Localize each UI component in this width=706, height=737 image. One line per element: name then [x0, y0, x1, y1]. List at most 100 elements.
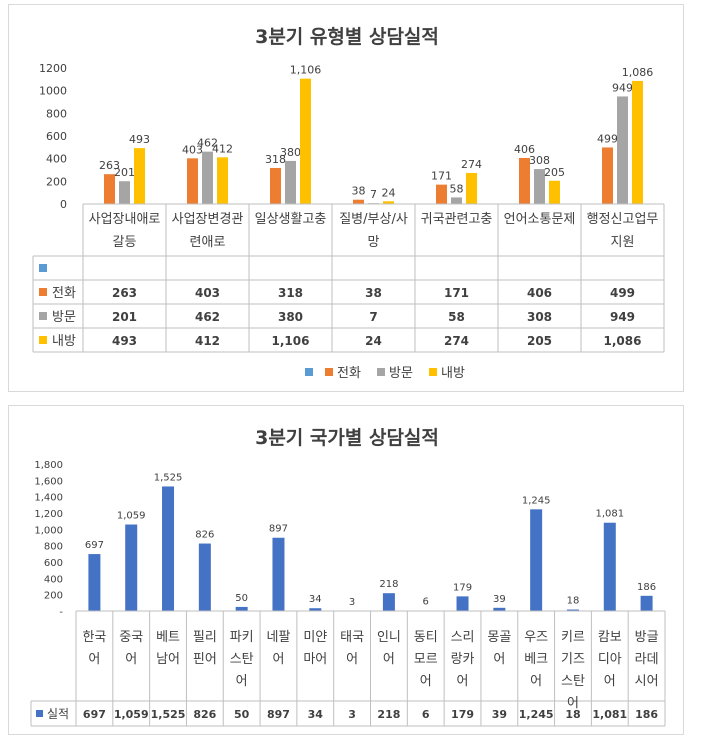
data-label: 18	[567, 596, 580, 607]
category-label: 모르	[414, 652, 438, 667]
category-label: 질병/부상/사	[339, 212, 408, 227]
bar-실적	[235, 606, 248, 611]
category-label: 태국	[340, 630, 364, 645]
bar-실적	[272, 537, 285, 611]
y-tick-label: 1,800	[34, 460, 63, 471]
category-label: 기즈	[561, 652, 585, 667]
data-label: 826	[195, 530, 214, 541]
table-cell: 897	[267, 708, 290, 721]
table-cell: 6	[422, 708, 430, 721]
category-label: 련애로	[190, 235, 226, 250]
table-cell: 493	[112, 334, 137, 348]
legend-label: 방문	[389, 366, 413, 381]
category-label: 캄보	[598, 630, 622, 645]
category-label: 몽골	[487, 630, 511, 645]
category-label: 중국	[119, 630, 143, 645]
table-cell: 201	[112, 310, 137, 324]
table-cell: 403	[195, 286, 220, 300]
data-label: 949	[612, 81, 633, 94]
data-label: 263	[99, 159, 120, 172]
y-tick-label: 600	[46, 130, 67, 143]
category-label: 언어소통문제	[504, 212, 576, 227]
bar-실적	[640, 595, 653, 611]
category-label: 베크	[524, 652, 548, 667]
category-label: 스탄	[561, 674, 585, 689]
chart-by-type: 3분기 유형별 상담실적0200400600800100012002632014…	[32, 26, 665, 381]
chart-panel-by-type: 3분기 유형별 상담실적 0 200 400 600 800 1000 1200 263 201 4…	[8, 4, 684, 392]
category-label: 행정신고업무	[587, 211, 659, 227]
bar-내방	[549, 180, 560, 204]
category-label: 키르	[561, 630, 585, 645]
data-label: 24	[382, 186, 396, 199]
table-cell: 949	[610, 310, 635, 324]
data-label: 50	[235, 593, 248, 604]
bar-실적	[456, 596, 469, 611]
bar-내방	[134, 148, 145, 204]
category-label: 어	[272, 652, 284, 667]
table-cell: 412	[195, 334, 220, 348]
table-cell: 318	[278, 286, 303, 300]
category-label: 방글	[635, 630, 659, 645]
category-label: 지원	[611, 235, 635, 250]
y-tick-label: 1,600	[34, 476, 63, 487]
table-cell: 39	[492, 708, 507, 721]
category-label: 어	[125, 652, 137, 667]
category-label: 어	[493, 652, 505, 667]
y-tick-label: 400	[46, 153, 67, 166]
table-cell: 1,081	[592, 708, 627, 721]
data-label: 897	[269, 524, 288, 535]
category-label: 어	[346, 652, 358, 667]
data-label: 1,245	[522, 495, 551, 506]
bar-전화	[602, 147, 613, 204]
bar-실적	[493, 607, 506, 611]
category-label: 스리	[451, 630, 475, 645]
table-cell: 1,525	[151, 708, 186, 721]
data-label: 186	[637, 582, 656, 593]
category-label: 어	[457, 674, 469, 689]
bar-전화	[104, 174, 115, 204]
bar-내방	[383, 201, 394, 204]
legend-swatch	[429, 368, 437, 376]
y-tick-label: 0	[60, 198, 67, 211]
bar-전화	[353, 199, 364, 204]
data-label: 1,059	[117, 511, 146, 522]
bar-전화	[270, 167, 281, 204]
data-label: 39	[493, 594, 506, 605]
table-cell: 7	[369, 310, 377, 324]
table-cell: 263	[112, 286, 137, 300]
y-tick-label: 800	[46, 107, 67, 120]
y-tick-label: 1,200	[34, 509, 63, 520]
table-cell: 1,106	[272, 334, 310, 348]
category-label: 마어	[303, 652, 327, 667]
bar-내방	[300, 78, 311, 204]
data-label: 499	[597, 132, 618, 145]
y-tick-label: 600	[44, 558, 63, 569]
table-cell: 24	[365, 334, 382, 348]
category-label: 어	[420, 674, 432, 689]
category-label: 시어	[635, 674, 659, 689]
bar-내방	[466, 172, 477, 204]
category-label: 망	[368, 235, 380, 250]
table-cell: 462	[195, 310, 220, 324]
data-label: 380	[280, 146, 301, 159]
category-label: 핀어	[193, 652, 217, 667]
chart-title: 3분기 국가별 상담실적	[255, 427, 439, 449]
category-label: 한국	[82, 630, 106, 645]
data-label: 1,086	[622, 66, 654, 79]
table-cell: 406	[527, 286, 552, 300]
bar-전화	[519, 157, 530, 204]
series-label: 방문	[52, 310, 76, 325]
data-label: 1,106	[290, 64, 322, 77]
table-cell: 58	[448, 310, 465, 324]
data-label: 38	[352, 185, 366, 198]
table-cell: 18	[565, 708, 580, 721]
table-cell: 38	[365, 286, 382, 300]
bar-실적	[603, 522, 616, 611]
bar-방문	[202, 151, 213, 204]
legend-key-내방	[39, 336, 47, 344]
bar-방문	[285, 160, 296, 204]
category-label: 어	[383, 652, 395, 667]
table-cell: 499	[610, 286, 635, 300]
category-label: 베트	[156, 630, 180, 645]
series-label: 내방	[52, 334, 76, 349]
